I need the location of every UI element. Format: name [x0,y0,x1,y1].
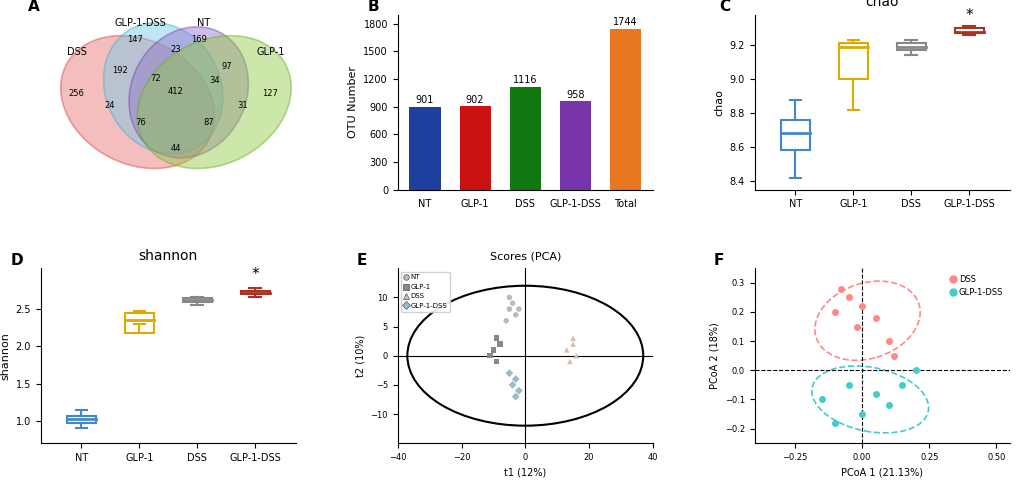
Text: D: D [10,253,22,268]
Ellipse shape [61,36,214,169]
Ellipse shape [128,27,249,158]
GLP-1 [488,334,504,342]
Text: 127: 127 [262,89,278,98]
GLP-1 [485,346,501,354]
Legend: DSS, GLP-1-DSS: DSS, GLP-1-DSS [947,272,1005,300]
Text: 87: 87 [204,118,214,128]
Text: 1744: 1744 [612,18,637,27]
Text: *: * [964,8,972,23]
GLP-1-DSS [511,387,527,394]
Text: *: * [251,267,259,281]
Legend: NT, GLP-1, DSS, GLP-1-DSS: NT, GLP-1, DSS, GLP-1-DSS [400,272,449,312]
Title: Scores (PCA): Scores (PCA) [489,252,560,262]
Point [894,381,910,389]
NT [507,311,524,319]
Text: 147: 147 [127,35,143,44]
Point [907,366,923,374]
Text: F: F [713,253,723,268]
Y-axis label: chao: chao [713,89,723,115]
Point [832,285,848,293]
GLP-1-DSS [507,393,524,400]
Text: 31: 31 [236,101,248,110]
Point [853,410,869,418]
Point [866,314,882,322]
Bar [559,101,590,189]
Text: 902: 902 [466,95,484,105]
Title: shannon: shannon [139,249,198,263]
Bar [409,107,440,189]
Point [840,381,856,389]
DSS [565,340,581,348]
Text: C: C [718,0,730,14]
Point [826,419,843,427]
Text: 76: 76 [135,118,146,128]
GLP-1 [482,352,498,359]
Point [853,302,869,310]
Point [886,352,902,359]
DSS [561,357,578,365]
Title: chao: chao [865,0,898,9]
Text: E: E [357,253,367,268]
X-axis label: t1 (12%): t1 (12%) [503,468,546,477]
Text: 1116: 1116 [513,75,537,85]
Ellipse shape [138,36,290,169]
Text: 72: 72 [150,74,161,83]
NT [504,300,521,307]
Text: 256: 256 [68,89,85,98]
Text: 901: 901 [416,95,434,105]
Y-axis label: OTU Number: OTU Number [347,66,358,138]
Point [840,294,856,301]
Text: 97: 97 [221,62,232,71]
Text: A: A [29,0,40,14]
GLP-1 [491,340,507,348]
Text: B: B [367,0,378,14]
X-axis label: PCoA 1 (21.13%): PCoA 1 (21.13%) [841,468,922,477]
Y-axis label: PCoA 2 (18%): PCoA 2 (18%) [708,322,718,389]
GLP-1-DSS [500,369,517,377]
GLP-1 [488,357,504,365]
GLP-1-DSS [504,381,521,389]
NT [500,305,517,313]
DSS [568,352,584,359]
Y-axis label: t2 (10%): t2 (10%) [355,335,365,377]
Point [866,390,882,397]
Text: 24: 24 [104,101,115,110]
Point [880,337,897,345]
Point [826,308,843,316]
Text: 412: 412 [168,87,183,96]
Text: 23: 23 [170,44,181,54]
Bar [460,107,490,189]
Bar [609,29,641,189]
Text: 192: 192 [112,66,127,75]
GLP-1-DSS [507,375,524,383]
Text: GLP-1-DSS: GLP-1-DSS [114,19,166,28]
Text: 34: 34 [209,75,219,85]
NT [497,317,514,325]
Ellipse shape [103,23,223,154]
Text: DSS: DSS [66,47,87,57]
Point [880,401,897,409]
Text: 169: 169 [191,35,207,44]
NT [511,305,527,313]
DSS [558,346,575,354]
Text: 958: 958 [566,90,584,100]
Text: NT: NT [198,19,210,28]
Point [848,323,864,331]
Text: 44: 44 [170,144,181,152]
Bar [510,87,540,189]
Point [813,395,829,403]
NT [500,294,517,301]
DSS [565,334,581,342]
Text: GLP-1: GLP-1 [256,47,284,57]
Y-axis label: shannon: shannon [0,332,10,380]
